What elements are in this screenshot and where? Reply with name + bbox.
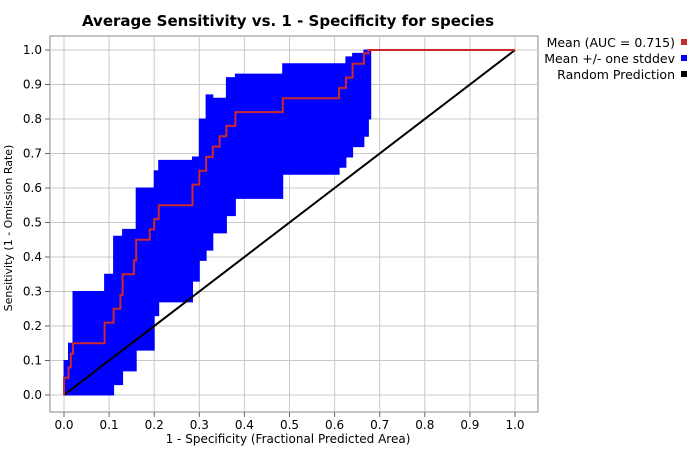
random-prediction-line: [63, 49, 516, 396]
x-tick-label: 0.5: [280, 418, 299, 432]
y-tick-label: 0.0: [23, 388, 42, 402]
x-tick-label: 0.8: [415, 418, 434, 432]
legend: Mean (AUC = 0.715)Mean +/- one stddevRan…: [544, 35, 687, 82]
y-tick-label: 0.1: [23, 354, 42, 368]
x-tick-label: 0.0: [54, 418, 73, 432]
x-tick-label: 0.3: [190, 418, 209, 432]
legend-swatch: [681, 39, 687, 45]
stddev-band-area: [63, 49, 372, 396]
y-tick-label: 0.8: [23, 112, 42, 126]
stddev-band: [63, 49, 372, 396]
series-lines: [63, 49, 516, 396]
y-axis-ticks: 0.0 0.1 0.2 0.3 0.4 0.5 0.6 0.7 0.8 0.9 1.0: [23, 43, 50, 402]
y-tick-label: 1.0: [23, 43, 42, 57]
legend-swatch: [681, 71, 687, 77]
legend-label: Mean +/- one stddev: [544, 51, 675, 66]
y-tick-label: 0.4: [23, 250, 42, 264]
y-tick-label: 0.3: [23, 285, 42, 299]
y-tick-label: 0.7: [23, 147, 42, 161]
legend-label: Random Prediction: [557, 67, 675, 82]
x-tick-label: 1.0: [505, 418, 524, 432]
chart-title: Average Sensitivity vs. 1 - Specificity …: [82, 12, 494, 30]
y-tick-label: 0.5: [23, 216, 42, 230]
x-axis-label: 1 - Specificity (Fractional Predicted Ar…: [166, 432, 411, 446]
x-tick-label: 0.6: [325, 418, 344, 432]
legend-label: Mean (AUC = 0.715): [547, 35, 675, 50]
y-tick-label: 0.2: [23, 319, 42, 333]
x-axis-ticks: 0.0 0.1 0.2 0.3 0.4 0.5 0.6 0.7 0.8 0.9 1.0: [54, 412, 525, 432]
x-tick-label: 0.4: [235, 418, 254, 432]
x-tick-label: 0.9: [460, 418, 479, 432]
x-tick-label: 0.1: [100, 418, 119, 432]
mean-roc-line: [63, 49, 515, 395]
x-tick-label: 0.7: [370, 418, 389, 432]
y-axis-label: Sensitivity (1 - Omission Rate): [2, 145, 15, 312]
y-tick-label: 0.6: [23, 181, 42, 195]
legend-swatch: [681, 55, 687, 61]
y-tick-label: 0.9: [23, 78, 42, 92]
x-tick-label: 0.2: [145, 418, 164, 432]
